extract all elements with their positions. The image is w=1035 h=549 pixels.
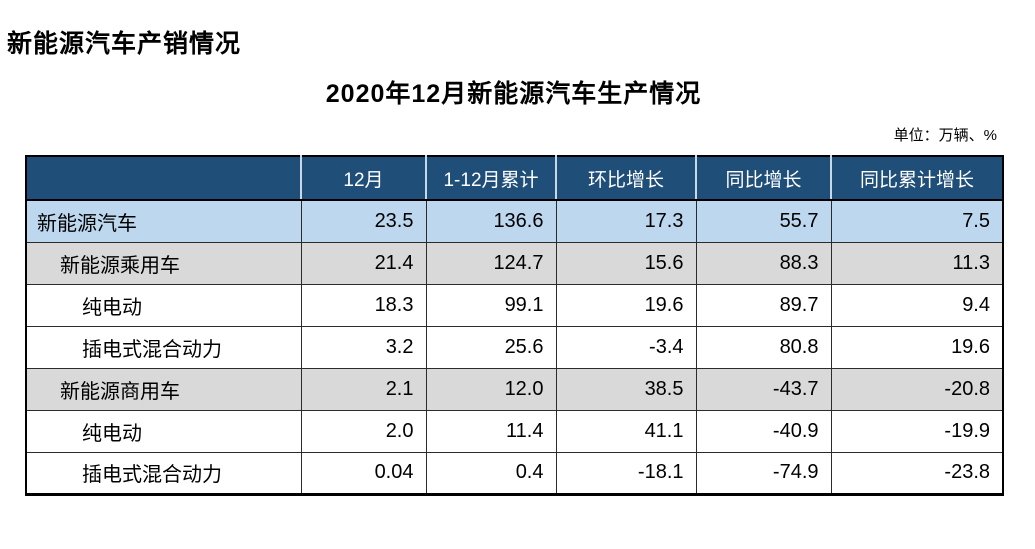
value-cell: 88.3 [695, 241, 832, 285]
table-header-row: 12月 1-12月累计 环比增长 同比增长 同比累计增长 [26, 156, 1003, 201]
value-cell: 99.1 [425, 283, 557, 327]
table-row: 新能源汽车 23.5 136.6 17.3 55.7 7.5 [25, 199, 1004, 243]
value-cell: -20.8 [830, 367, 1004, 411]
value-cell: 15.6 [555, 241, 697, 285]
value-cell: 25.6 [425, 325, 557, 369]
value-cell: 80.8 [695, 325, 832, 369]
value-cell: 124.7 [425, 241, 557, 285]
value-cell: -74.9 [695, 451, 832, 495]
value-cell: -3.4 [555, 325, 697, 369]
value-cell: 2.0 [300, 409, 427, 453]
value-cell: 19.6 [555, 283, 697, 327]
column-header-2: 1-12月累计 [425, 156, 556, 201]
value-cell: 9.4 [830, 283, 1004, 327]
table-row: 插电式混合动力 3.2 25.6 -3.4 80.8 19.6 [25, 325, 1004, 369]
value-cell: 2.1 [300, 367, 427, 411]
value-cell: 17.3 [555, 199, 697, 243]
row-label: 纯电动 [25, 409, 302, 453]
column-header-3: 环比增长 [555, 156, 696, 201]
value-cell: 21.4 [300, 241, 427, 285]
table-row: 纯电动 2.0 11.4 41.1 -40.9 -19.9 [25, 409, 1004, 453]
table-row: 新能源商用车 2.1 12.0 38.5 -43.7 -20.8 [25, 367, 1004, 411]
row-label: 纯电动 [25, 283, 302, 327]
value-cell: 18.3 [300, 283, 427, 327]
row-label: 新能源汽车 [25, 199, 302, 243]
page-title: 新能源汽车产销情况 [7, 30, 242, 58]
value-cell: 55.7 [695, 199, 832, 243]
value-cell: -40.9 [695, 409, 832, 453]
value-cell: 12.0 [425, 367, 557, 411]
value-cell: 0.4 [425, 451, 557, 495]
table-row: 纯电动 18.3 99.1 19.6 89.7 9.4 [25, 283, 1004, 327]
value-cell: -43.7 [695, 367, 832, 411]
table-row: 插电式混合动力 0.04 0.4 -18.1 -74.9 -23.8 [25, 451, 1004, 495]
production-table: 12月 1-12月累计 环比增长 同比增长 同比累计增长 新能源汽车 23.5 136.6 1… [25, 155, 1004, 496]
table-body: 新能源汽车 23.5 136.6 17.3 55.7 7.5 新能源乘用车 21.4 124.7… [25, 199, 1004, 495]
value-cell: -23.8 [830, 451, 1004, 495]
value-cell: 3.2 [300, 325, 427, 369]
column-header-0 [26, 156, 301, 201]
value-cell: 89.7 [695, 283, 832, 327]
unit-label: 单位：万辆、% [893, 127, 997, 144]
row-label: 插电式混合动力 [25, 451, 302, 495]
value-cell: -18.1 [555, 451, 697, 495]
value-cell: 136.6 [425, 199, 557, 243]
value-cell: 23.5 [300, 199, 427, 243]
column-header-4: 同比增长 [695, 156, 831, 201]
value-cell: 41.1 [555, 409, 697, 453]
value-cell: 19.6 [830, 325, 1004, 369]
value-cell: 38.5 [555, 367, 697, 411]
value-cell: 7.5 [830, 199, 1004, 243]
row-label: 新能源商用车 [25, 367, 302, 411]
row-label: 新能源乘用车 [25, 241, 302, 285]
column-header-5: 同比累计增长 [830, 156, 1003, 201]
value-cell: 0.04 [300, 451, 427, 495]
value-cell: -19.9 [830, 409, 1004, 453]
table-row: 新能源乘用车 21.4 124.7 15.6 88.3 11.3 [25, 241, 1004, 285]
value-cell: 11.3 [830, 241, 1004, 285]
column-header-1: 12月 [300, 156, 426, 201]
table-title: 2020年12月新能源汽车生产情况 [325, 80, 702, 108]
row-label: 插电式混合动力 [25, 325, 302, 369]
value-cell: 11.4 [425, 409, 557, 453]
